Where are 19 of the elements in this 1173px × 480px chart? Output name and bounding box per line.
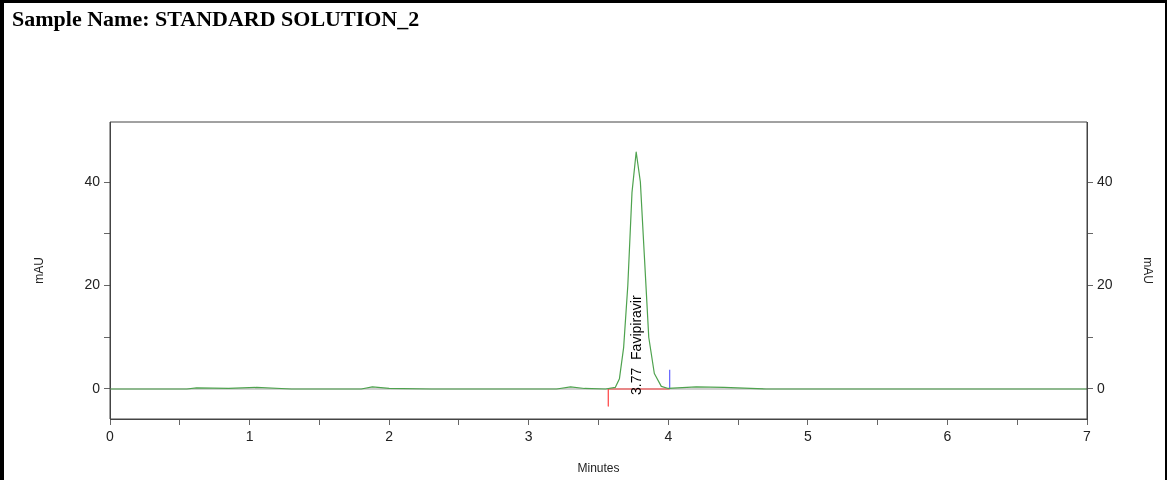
x-tick-label: 2 <box>385 428 394 445</box>
y-tick-label: 0 <box>92 379 101 396</box>
chart-title: Sample Name: STANDARD SOLUTION_2 <box>12 6 420 32</box>
x-tick-label: 5 <box>803 428 812 445</box>
y-tick-label: 20 <box>84 276 101 293</box>
annotation: 3.77 Favipiravir <box>628 295 645 395</box>
x-tick-label: 1 <box>245 428 254 445</box>
x-tick-label: 0 <box>106 428 115 445</box>
x-tick-label: 6 <box>943 428 952 445</box>
x-axis-title: Minutes <box>577 461 620 476</box>
y2-tick-label: 20 <box>1097 276 1113 293</box>
x-tick-label: 7 <box>1083 428 1092 445</box>
y-axis-title: mAU <box>31 257 46 284</box>
y2-tick-label: 40 <box>1097 172 1113 189</box>
x-tick-label: 4 <box>664 428 673 445</box>
x-tick-label: 3 <box>524 428 533 445</box>
y-tick-label: 40 <box>84 172 101 189</box>
y2-tick-label: 0 <box>1097 379 1105 396</box>
y2-axis-title: mAU <box>1141 257 1156 284</box>
